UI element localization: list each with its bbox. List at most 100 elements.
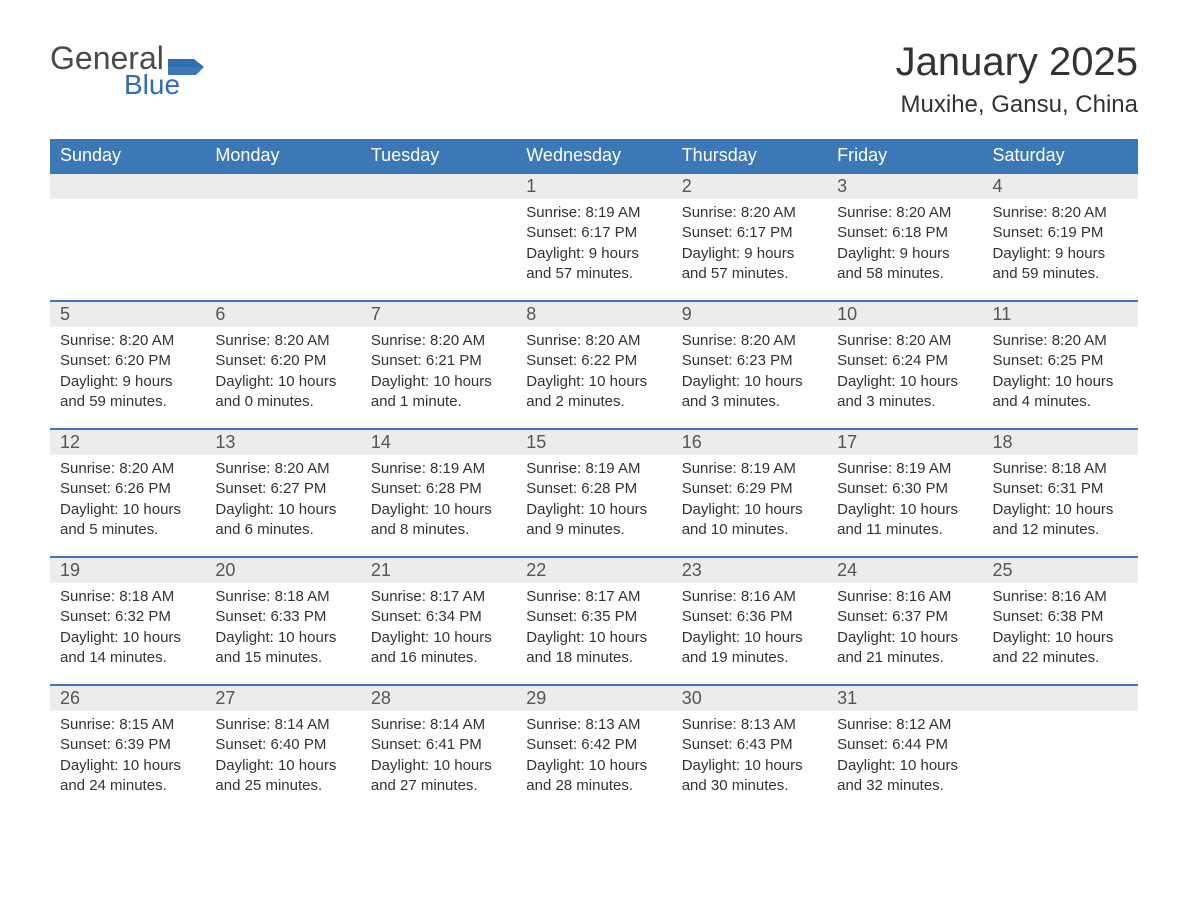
- calendar-day-cell: [50, 172, 205, 300]
- daylight-text: Daylight: 10 hours and 21 minutes.: [837, 628, 972, 669]
- day-body: Sunrise: 8:20 AMSunset: 6:20 PMDaylight:…: [50, 327, 205, 422]
- header: General Blue January 2025 Muxihe, Gansu,…: [50, 40, 1138, 119]
- daylight-text: Daylight: 10 hours and 14 minutes.: [60, 628, 195, 669]
- day-body: Sunrise: 8:18 AMSunset: 6:32 PMDaylight:…: [50, 583, 205, 678]
- day-number: 3: [827, 172, 982, 199]
- calendar-week-row: 26Sunrise: 8:15 AMSunset: 6:39 PMDayligh…: [50, 684, 1138, 812]
- daylight-text: Daylight: 10 hours and 3 minutes.: [837, 372, 972, 413]
- daylight-text: Daylight: 10 hours and 24 minutes.: [60, 756, 195, 797]
- calendar-day-cell: [205, 172, 360, 300]
- sunset-text: Sunset: 6:22 PM: [526, 351, 661, 371]
- day-number: [361, 172, 516, 199]
- day-number: 11: [983, 300, 1138, 327]
- day-body: Sunrise: 8:19 AMSunset: 6:30 PMDaylight:…: [827, 455, 982, 550]
- sunrise-text: Sunrise: 8:13 AM: [526, 715, 661, 735]
- calendar-day-cell: 12Sunrise: 8:20 AMSunset: 6:26 PMDayligh…: [50, 428, 205, 556]
- daylight-text: Daylight: 10 hours and 22 minutes.: [993, 628, 1128, 669]
- day-body: Sunrise: 8:16 AMSunset: 6:38 PMDaylight:…: [983, 583, 1138, 678]
- calendar-day-cell: [983, 684, 1138, 812]
- sunrise-text: Sunrise: 8:19 AM: [371, 459, 506, 479]
- daylight-text: Daylight: 10 hours and 30 minutes.: [682, 756, 817, 797]
- calendar-day-cell: 30Sunrise: 8:13 AMSunset: 6:43 PMDayligh…: [672, 684, 827, 812]
- sunset-text: Sunset: 6:31 PM: [993, 479, 1128, 499]
- sunrise-text: Sunrise: 8:20 AM: [60, 459, 195, 479]
- calendar-day-cell: 5Sunrise: 8:20 AMSunset: 6:20 PMDaylight…: [50, 300, 205, 428]
- sunset-text: Sunset: 6:39 PM: [60, 735, 195, 755]
- calendar-day-cell: 18Sunrise: 8:18 AMSunset: 6:31 PMDayligh…: [983, 428, 1138, 556]
- day-body: Sunrise: 8:20 AMSunset: 6:21 PMDaylight:…: [361, 327, 516, 422]
- day-body: Sunrise: 8:20 AMSunset: 6:17 PMDaylight:…: [672, 199, 827, 294]
- day-body: Sunrise: 8:20 AMSunset: 6:26 PMDaylight:…: [50, 455, 205, 550]
- sunrise-text: Sunrise: 8:20 AM: [837, 203, 972, 223]
- day-body: Sunrise: 8:14 AMSunset: 6:41 PMDaylight:…: [361, 711, 516, 806]
- sunset-text: Sunset: 6:24 PM: [837, 351, 972, 371]
- sunset-text: Sunset: 6:19 PM: [993, 223, 1128, 243]
- day-body: Sunrise: 8:15 AMSunset: 6:39 PMDaylight:…: [50, 711, 205, 806]
- day-number: 22: [516, 556, 671, 583]
- daylight-text: Daylight: 10 hours and 12 minutes.: [993, 500, 1128, 541]
- daylight-text: Daylight: 9 hours and 57 minutes.: [682, 244, 817, 285]
- weekday-header: Monday: [205, 139, 360, 172]
- day-body: Sunrise: 8:14 AMSunset: 6:40 PMDaylight:…: [205, 711, 360, 806]
- sunrise-text: Sunrise: 8:20 AM: [60, 331, 195, 351]
- calendar-day-cell: 6Sunrise: 8:20 AMSunset: 6:20 PMDaylight…: [205, 300, 360, 428]
- sunrise-text: Sunrise: 8:16 AM: [993, 587, 1128, 607]
- sunset-text: Sunset: 6:33 PM: [215, 607, 350, 627]
- page-title: January 2025: [896, 40, 1138, 85]
- daylight-text: Daylight: 10 hours and 9 minutes.: [526, 500, 661, 541]
- weekday-header: Friday: [827, 139, 982, 172]
- day-number: [205, 172, 360, 199]
- calendar-day-cell: 16Sunrise: 8:19 AMSunset: 6:29 PMDayligh…: [672, 428, 827, 556]
- day-body: [983, 711, 1138, 725]
- day-number: 8: [516, 300, 671, 327]
- daylight-text: Daylight: 10 hours and 15 minutes.: [215, 628, 350, 669]
- day-body: Sunrise: 8:19 AMSunset: 6:17 PMDaylight:…: [516, 199, 671, 294]
- calendar-day-cell: 15Sunrise: 8:19 AMSunset: 6:28 PMDayligh…: [516, 428, 671, 556]
- calendar-table: SundayMondayTuesdayWednesdayThursdayFrid…: [50, 139, 1138, 812]
- sunrise-text: Sunrise: 8:20 AM: [993, 331, 1128, 351]
- daylight-text: Daylight: 10 hours and 4 minutes.: [993, 372, 1128, 413]
- sunset-text: Sunset: 6:21 PM: [371, 351, 506, 371]
- day-body: Sunrise: 8:19 AMSunset: 6:28 PMDaylight:…: [361, 455, 516, 550]
- day-number: 7: [361, 300, 516, 327]
- daylight-text: Daylight: 10 hours and 27 minutes.: [371, 756, 506, 797]
- day-number: [50, 172, 205, 199]
- weekday-header: Tuesday: [361, 139, 516, 172]
- daylight-text: Daylight: 10 hours and 11 minutes.: [837, 500, 972, 541]
- sunset-text: Sunset: 6:23 PM: [682, 351, 817, 371]
- sunset-text: Sunset: 6:30 PM: [837, 479, 972, 499]
- day-number: 19: [50, 556, 205, 583]
- day-number: 2: [672, 172, 827, 199]
- title-block: January 2025 Muxihe, Gansu, China: [896, 40, 1138, 119]
- calendar-day-cell: 14Sunrise: 8:19 AMSunset: 6:28 PMDayligh…: [361, 428, 516, 556]
- sunrise-text: Sunrise: 8:18 AM: [60, 587, 195, 607]
- day-number: 17: [827, 428, 982, 455]
- day-number: 24: [827, 556, 982, 583]
- sunrise-text: Sunrise: 8:18 AM: [993, 459, 1128, 479]
- day-body: Sunrise: 8:20 AMSunset: 6:23 PMDaylight:…: [672, 327, 827, 422]
- sunset-text: Sunset: 6:41 PM: [371, 735, 506, 755]
- daylight-text: Daylight: 10 hours and 1 minute.: [371, 372, 506, 413]
- weekday-header: Thursday: [672, 139, 827, 172]
- sunrise-text: Sunrise: 8:14 AM: [371, 715, 506, 735]
- daylight-text: Daylight: 10 hours and 28 minutes.: [526, 756, 661, 797]
- day-number: 13: [205, 428, 360, 455]
- sunset-text: Sunset: 6:26 PM: [60, 479, 195, 499]
- day-number: [983, 684, 1138, 711]
- day-number: 14: [361, 428, 516, 455]
- day-body: Sunrise: 8:20 AMSunset: 6:24 PMDaylight:…: [827, 327, 982, 422]
- sunrise-text: Sunrise: 8:19 AM: [837, 459, 972, 479]
- sunrise-text: Sunrise: 8:20 AM: [215, 459, 350, 479]
- day-body: Sunrise: 8:20 AMSunset: 6:22 PMDaylight:…: [516, 327, 671, 422]
- day-number: 25: [983, 556, 1138, 583]
- calendar-day-cell: 3Sunrise: 8:20 AMSunset: 6:18 PMDaylight…: [827, 172, 982, 300]
- daylight-text: Daylight: 9 hours and 59 minutes.: [993, 244, 1128, 285]
- day-number: 1: [516, 172, 671, 199]
- day-number: 6: [205, 300, 360, 327]
- day-body: [205, 199, 360, 213]
- day-number: 31: [827, 684, 982, 711]
- day-body: Sunrise: 8:18 AMSunset: 6:33 PMDaylight:…: [205, 583, 360, 678]
- calendar-day-cell: 21Sunrise: 8:17 AMSunset: 6:34 PMDayligh…: [361, 556, 516, 684]
- calendar-day-cell: 24Sunrise: 8:16 AMSunset: 6:37 PMDayligh…: [827, 556, 982, 684]
- calendar-day-cell: 19Sunrise: 8:18 AMSunset: 6:32 PMDayligh…: [50, 556, 205, 684]
